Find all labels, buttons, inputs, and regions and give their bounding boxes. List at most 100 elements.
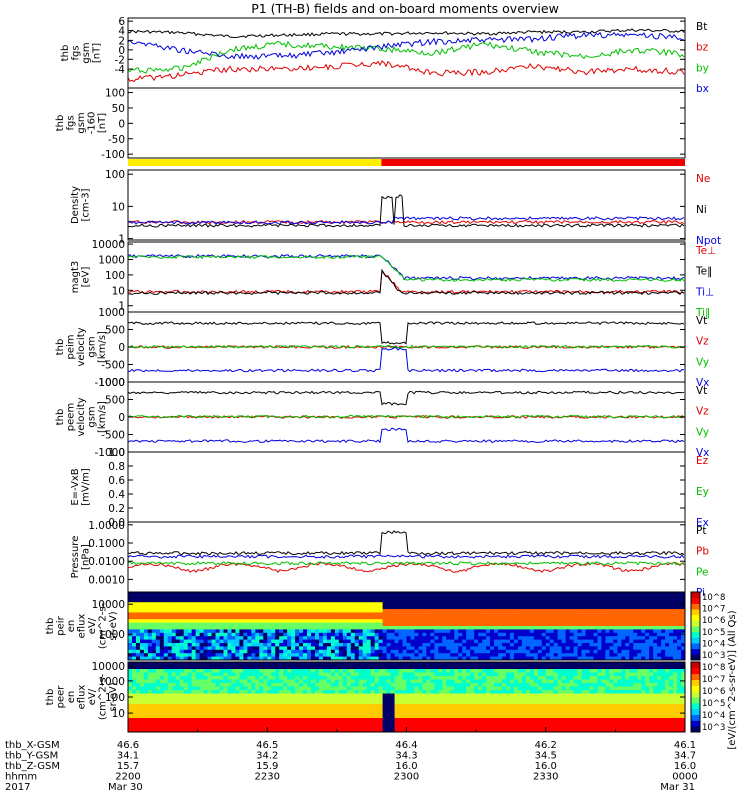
y-axis-label: Density [70, 186, 81, 224]
x-tick-label: 2330 [533, 772, 558, 783]
series-line [128, 531, 684, 555]
series-group [128, 662, 686, 733]
y-axis-label: en [66, 691, 77, 704]
colorbar-tick-label: 10^4 [702, 711, 725, 721]
y-axis-label: thb [60, 45, 71, 62]
series-line [128, 555, 684, 558]
legend-label: Ni [696, 204, 707, 216]
legend-label: bz [696, 42, 709, 54]
y-tick-label: 10 [112, 285, 125, 297]
series-group [128, 592, 686, 661]
y-tick-label: 0 [118, 342, 125, 354]
chart-title: P1 (TH-B) fields and on-board moments ov… [251, 1, 559, 16]
colorbar-tick-label: 10^6 [702, 687, 725, 697]
y-axis-label: thb [55, 115, 66, 132]
x-tick-label: 16.0 [395, 761, 417, 772]
x-tick-label: 2230 [255, 772, 280, 783]
x-tick-label: Mar 30 [108, 782, 143, 793]
y-tick-label: 100 [105, 169, 125, 181]
x-tick-label: 16.0 [535, 761, 557, 772]
mode-segment [381, 159, 685, 166]
x-tick-label: 34.5 [535, 751, 557, 762]
x-tick-label: 34.3 [395, 751, 417, 762]
legend-label: Ey [696, 486, 709, 498]
series-line [128, 562, 684, 565]
series-line [128, 428, 684, 442]
y-axis-label: [km/s] [97, 401, 108, 433]
y-axis-label: [cm-3] [81, 188, 92, 221]
legend-label: Ti⊥ [695, 286, 714, 298]
y-axis-label: peem [66, 403, 77, 431]
y-tick-label: 0.0010 [88, 574, 125, 586]
legend-label: Ne [696, 173, 710, 185]
legend-label: bx [696, 83, 709, 95]
colorbar-tick-label: 10^3 [702, 723, 725, 733]
x-tick-label: 34.7 [674, 751, 696, 762]
y-tick-label: -100 [101, 149, 125, 161]
legend-label: Te⊥ [695, 245, 716, 257]
colorbar-tick-label: 10^6 [702, 616, 725, 626]
x-tick-label: 34.2 [256, 751, 278, 762]
y-axis-label: gsm [81, 42, 92, 63]
y-axis-label: -160 [87, 112, 98, 135]
y-axis-label: peim [66, 334, 77, 359]
y-tick-label: 50 [112, 103, 125, 115]
x-tick-label: Mar 31 [660, 782, 695, 793]
y-axis-label: magt3 [70, 261, 81, 294]
y-tick-label: 100 [105, 270, 125, 282]
series-group [128, 531, 684, 572]
y-axis-label: eflux [77, 614, 88, 639]
series-line [128, 348, 684, 372]
legend-label: Ez [696, 455, 709, 467]
y-axis-label: eflux [77, 685, 88, 710]
y-tick-label: 0 [118, 412, 125, 424]
y-axis-label: thb [55, 409, 66, 426]
legend-label: Te‖ [695, 266, 712, 278]
series-line [128, 270, 684, 293]
y-axis-label: thb [55, 339, 66, 356]
series-group [128, 255, 684, 295]
y-tick-label: 10000 [92, 661, 125, 673]
colorbar-tick-label: 10^4 [702, 639, 725, 649]
x-axis-row-label: thb_Z-GSM [5, 761, 60, 772]
y-axis-label: gsm [76, 112, 87, 133]
y-tick-label: 0.6 [108, 475, 125, 487]
y-axis-label: gsm [87, 406, 98, 427]
y-tick-label: 1.0000 [88, 520, 125, 532]
series-line [128, 61, 684, 82]
panel-frame [128, 88, 685, 158]
x-tick-label: 46.2 [535, 740, 557, 751]
y-tick-label: 0.8 [108, 461, 125, 473]
series-line [128, 270, 684, 294]
legend-label: Pe [696, 566, 708, 578]
y-tick-label: -50 [108, 134, 125, 146]
x-tick-label: 0000 [672, 772, 697, 783]
y-axis-label: [nPa] [81, 544, 92, 570]
y-tick-label: -4 [115, 64, 126, 76]
y-axis-label: eV/ [87, 688, 98, 705]
panel-mode_bar [128, 159, 685, 166]
x-tick-label: 15.9 [256, 761, 278, 772]
legend-label: Pt [696, 525, 706, 537]
y-tick-label: 1000 [98, 377, 125, 389]
legend-label: Vy [696, 356, 709, 368]
y-tick-label: 0.4 [108, 489, 125, 501]
x-tick-label: 2300 [394, 772, 419, 783]
x-tick-label: 46.4 [395, 740, 417, 751]
y-axis-label: [eV] [81, 267, 92, 288]
y-axis-label: thb [45, 618, 56, 635]
y-tick-label: 10 [112, 201, 125, 213]
y-axis-label: sr-eV) [108, 611, 119, 640]
series-line [128, 41, 684, 73]
y-tick-label: 10000 [92, 239, 125, 251]
